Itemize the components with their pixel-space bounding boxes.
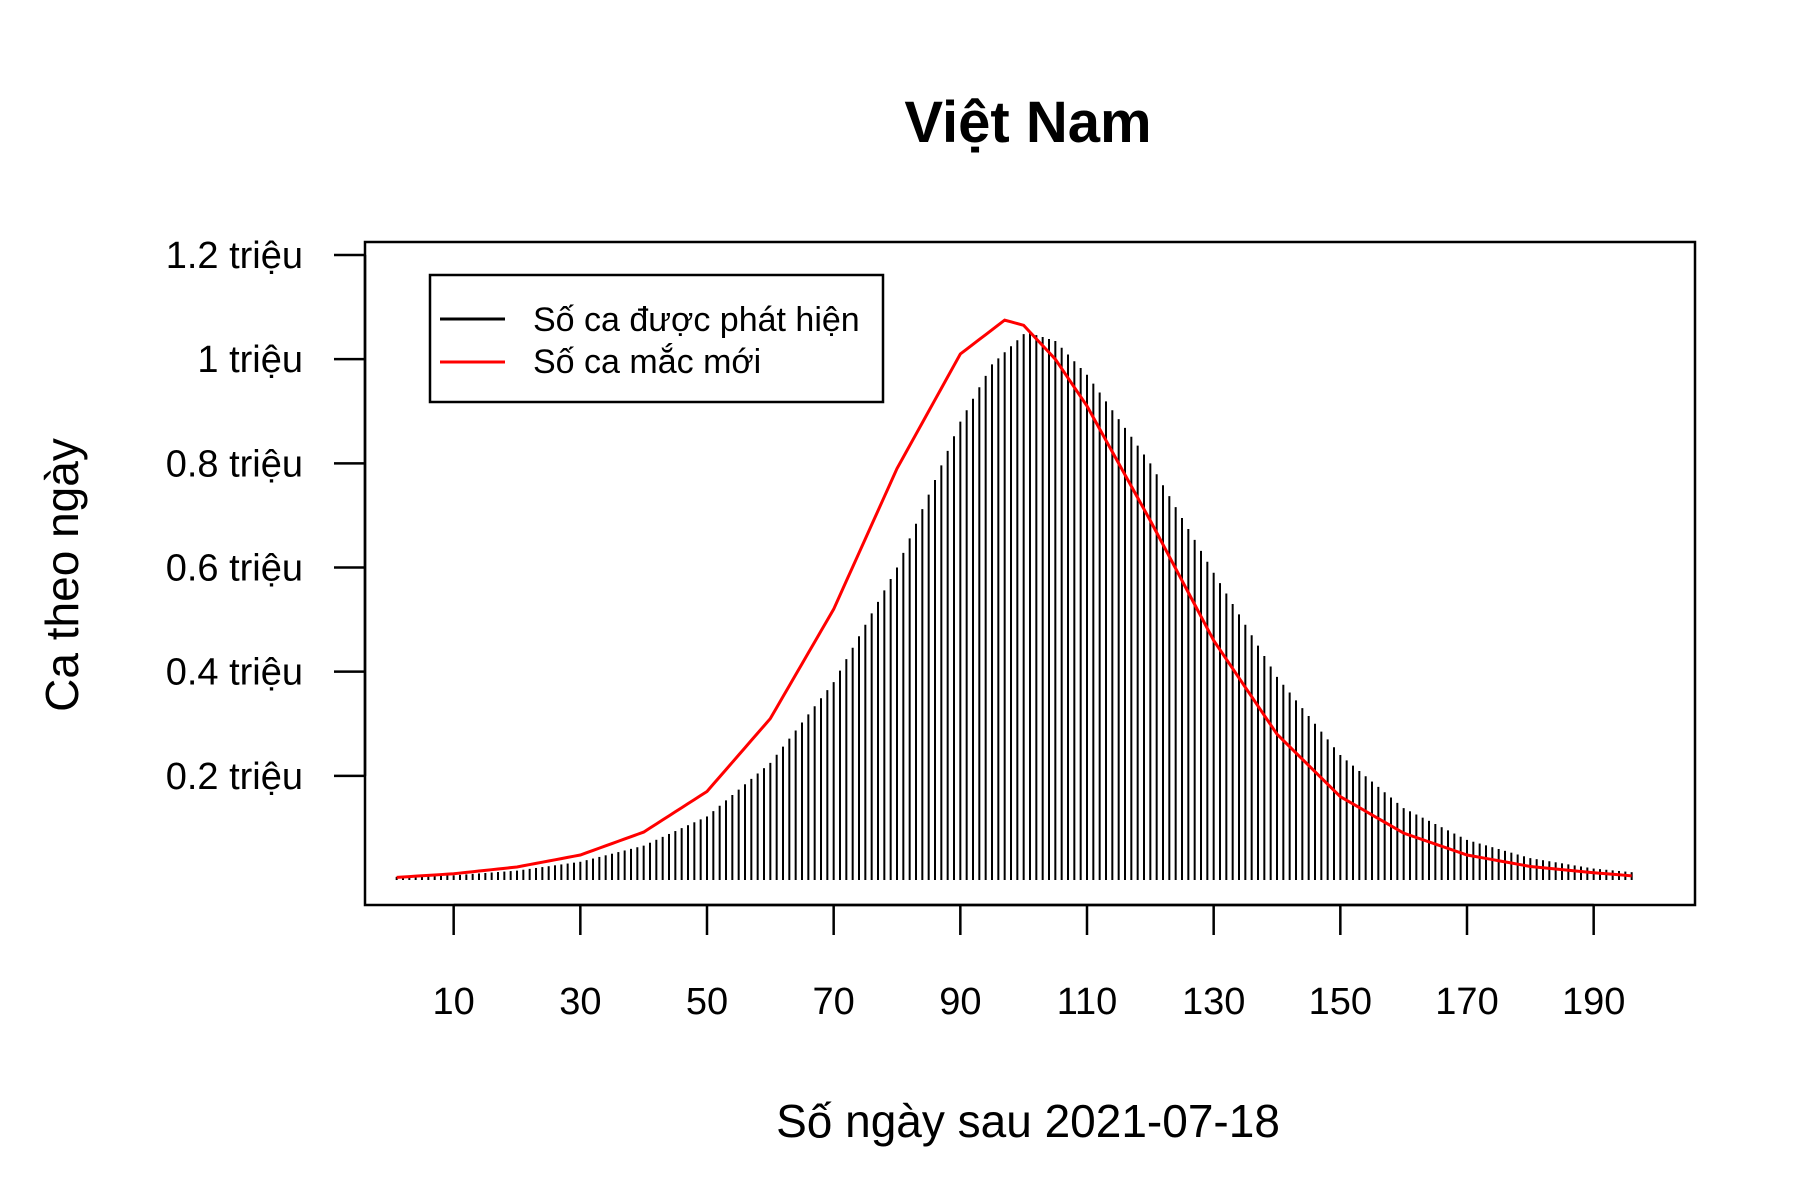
legend-box [428,273,885,404]
x-tick-label: 130 [1182,981,1245,1023]
x-tick-label: 50 [686,981,728,1023]
y-tick-label: 0.8 triệu [166,443,303,485]
chart-title: Việt Nam [904,90,1151,155]
x-tick-label: 110 [1057,981,1118,1023]
y-tick-label: 0.2 triệu [166,756,303,798]
detected-cases-bars [395,333,1633,881]
y-axis-label: Ca theo ngày [36,438,88,712]
legend-label-detected: Số ca được phát hiện [533,301,860,339]
y-tick-label: 0.6 triệu [166,548,303,590]
x-tick-label: 150 [1309,981,1372,1023]
new-infections-line [396,318,1632,879]
x-tick-label: 70 [813,981,855,1023]
y-tick-label: 1 triệu [197,339,303,381]
x-axis-label: Số ngày sau 2021-07-18 [776,1095,1280,1147]
y-tick-label: 0.4 triệu [166,652,303,694]
x-tick-label: 170 [1435,981,1498,1023]
y-axis: 0.2 triệu 0.4 triệu 0.6 triệu 0.8 triệu 1 tr… [166,235,367,798]
legend-label-new-infections: Số ca mắc mới [533,343,761,381]
x-tick-label: 10 [433,981,475,1023]
x-tick-label: 30 [559,981,601,1023]
y-tick-label: 1.2 triệu [166,235,303,277]
legend: Số ca được phát hiện Số ca mắc mới [428,273,885,404]
x-axis: 10 30 50 70 90 110 130 150 170 190 [433,903,1625,1023]
x-tick-label: 90 [939,981,981,1023]
x-tick-label: 190 [1562,981,1625,1023]
